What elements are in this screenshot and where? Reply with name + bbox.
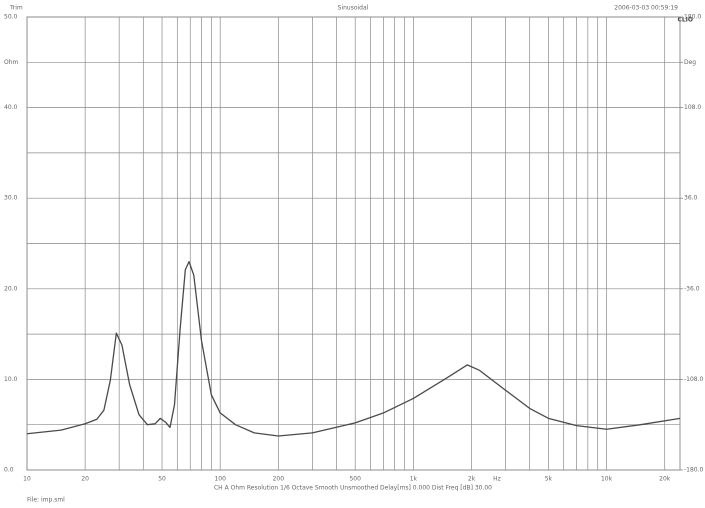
y2-tick-label: 108.0 [684, 104, 701, 111]
footer: CH A Ohm Resolution 1/6 Octave Smooth Un… [214, 485, 492, 492]
y2-tick-label: -36.0 [684, 285, 700, 292]
y2-tick-label: Deg [684, 59, 696, 66]
x-tick-label: 10 [23, 476, 31, 483]
y2-tick-label: -180.0 [684, 467, 704, 474]
y-tick-label: 30.0 [4, 195, 18, 202]
x-tick-label: 200 [273, 476, 285, 483]
brand: CLIO [677, 17, 693, 24]
x-unit-label: Hz [493, 476, 501, 483]
y2-tick-label: -108.0 [684, 376, 704, 383]
x-tick-label: 2k [468, 476, 476, 483]
y-tick-label: 10.0 [4, 376, 18, 383]
x-tick-label: 100 [214, 476, 226, 483]
x-tick-label: 50 [158, 476, 166, 483]
y-tick-label: Ohm [4, 59, 19, 66]
y2-tick-label: 180.0 [684, 14, 701, 21]
impedance-curve [26, 260, 681, 437]
x-tick-label: 20k [659, 476, 671, 483]
top-left-label: Trim [9, 5, 23, 12]
y-tick-label: 0.0 [4, 467, 14, 474]
y-tick-label: 40.0 [4, 104, 18, 111]
file-name: File: imp.sml [27, 497, 65, 504]
timestamp: 2006-03-03 00:59:19 [614, 5, 678, 12]
x-tick-label: 10k [601, 476, 613, 483]
x-tick-label: 1k [410, 476, 418, 483]
x-tick-label: 20 [81, 476, 89, 483]
chart-title: Sinusoidal [338, 5, 369, 12]
x-tick-label: 500 [349, 476, 361, 483]
y-tick-label: 20.0 [4, 285, 18, 292]
y-tick-label: 50.0 [4, 14, 18, 21]
x-tick-label: 5k [545, 476, 553, 483]
y2-tick-label: 36.0 [684, 195, 698, 202]
